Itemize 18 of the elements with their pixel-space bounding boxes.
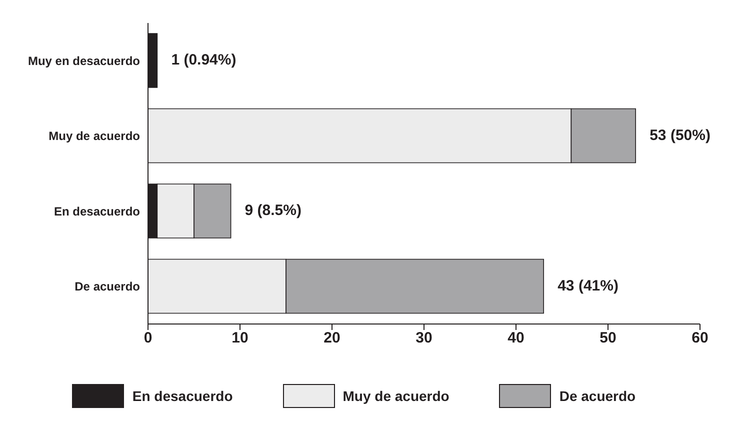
x-tick-label: 50	[600, 330, 616, 347]
total-label: 43 (41%)	[558, 277, 618, 294]
x-tick-label: 0	[144, 330, 152, 347]
y-tick-label: En desacuerdo	[54, 204, 140, 218]
legend-label: Muy de acuerdo	[342, 388, 450, 404]
legend-label: En desacuerdo	[132, 388, 233, 404]
total-label: 1 (0.94%)	[171, 52, 236, 69]
x-tick-label: 10	[232, 330, 248, 347]
y-tick-label: De acuerdo	[74, 280, 140, 294]
y-tick-label: Muy de acuerdo	[48, 129, 140, 144]
x-tick-label: 60	[692, 330, 708, 347]
total-label: 53 (50%)	[650, 126, 710, 144]
legend-label: De acuerdo	[559, 388, 636, 404]
x-tick-label: 40	[508, 330, 524, 347]
total-label: 9 (8.5%)	[244, 202, 302, 220]
x-tick-label: 30	[416, 330, 432, 347]
y-tick-label: Muy en desacuerdo	[28, 54, 140, 68]
x-tick-label: 20	[324, 330, 340, 347]
